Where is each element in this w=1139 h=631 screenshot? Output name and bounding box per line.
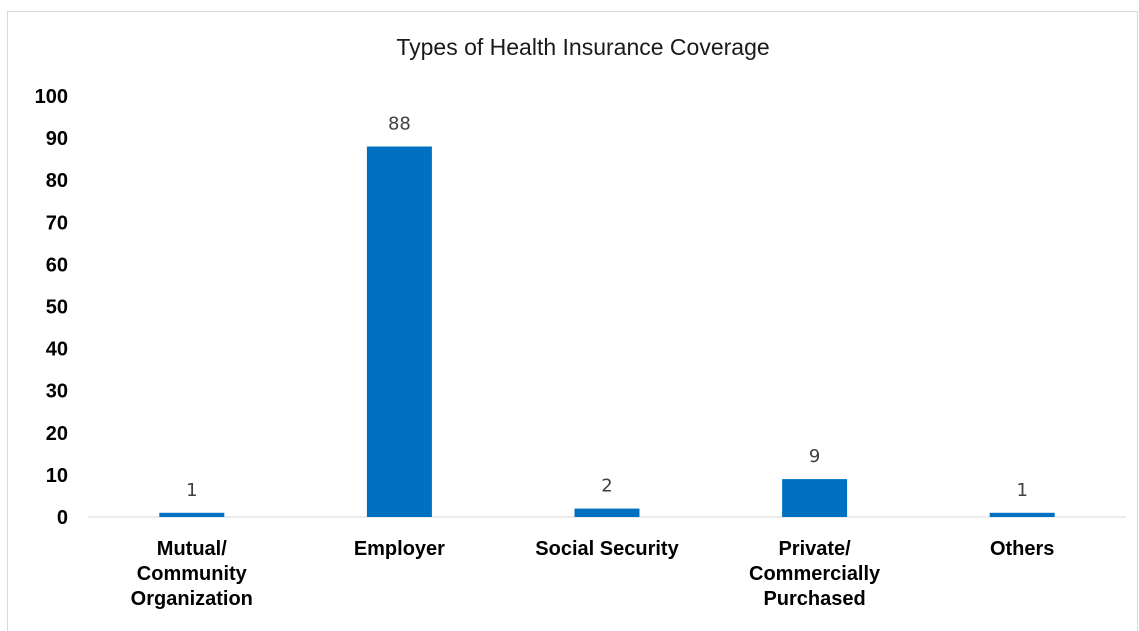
y-tick-label: 20 (46, 423, 68, 445)
x-tick-label: Others (990, 538, 1054, 560)
x-tick-label-line: Commercially (749, 563, 881, 585)
data-label: 88 (388, 114, 411, 135)
bar (159, 512, 225, 517)
chart-title: Types of Health Insurance Coverage (396, 34, 769, 60)
x-tick-label: Private/Commercially Purchased (749, 538, 881, 610)
y-tick-label: 60 (46, 254, 68, 276)
y-tick-label: 30 (46, 381, 68, 403)
y-tick-label: 50 (46, 297, 68, 319)
bar (366, 146, 432, 517)
x-tick-label-line: Others (990, 538, 1054, 560)
x-tick-label: Employer (354, 538, 445, 560)
y-axis-ticks: 0 10 20 30 40 50 60 70 80 90 100 (35, 86, 68, 529)
bar (989, 512, 1055, 517)
y-tick-label: 100 (35, 86, 68, 108)
bar (782, 479, 848, 517)
x-tick-label-line: Purchased (763, 588, 865, 610)
y-tick-label: 80 (46, 170, 68, 192)
x-tick-label-line: Mutual/ (157, 538, 227, 560)
y-tick-label: 0 (57, 507, 68, 529)
chart-frame (7, 11, 1138, 631)
x-tick-label-line: Private/ (778, 538, 851, 560)
x-tick-label: Social Security (535, 538, 679, 560)
bars (159, 146, 1055, 517)
data-labels: 1 88 2 9 1 (186, 114, 1028, 501)
data-label: 9 (809, 446, 820, 467)
y-tick-label: 70 (46, 212, 68, 234)
x-tick-label-line: Community (137, 563, 248, 585)
y-tick-label: 90 (46, 128, 68, 150)
y-tick-label: 40 (46, 339, 68, 361)
x-tick-label-line: Organization (131, 588, 253, 610)
data-label: 2 (601, 476, 612, 497)
x-axis-ticks: Mutual/Community Organization Employer Soci… (131, 538, 1055, 610)
data-label: 1 (186, 480, 197, 501)
x-tick-label-line: Social Security (535, 538, 679, 560)
y-tick-label: 10 (46, 465, 68, 487)
data-label: 1 (1016, 480, 1027, 501)
bar (574, 508, 640, 517)
x-tick-label: Mutual/Community Organization (131, 538, 253, 610)
x-tick-label-line: Employer (354, 538, 445, 560)
